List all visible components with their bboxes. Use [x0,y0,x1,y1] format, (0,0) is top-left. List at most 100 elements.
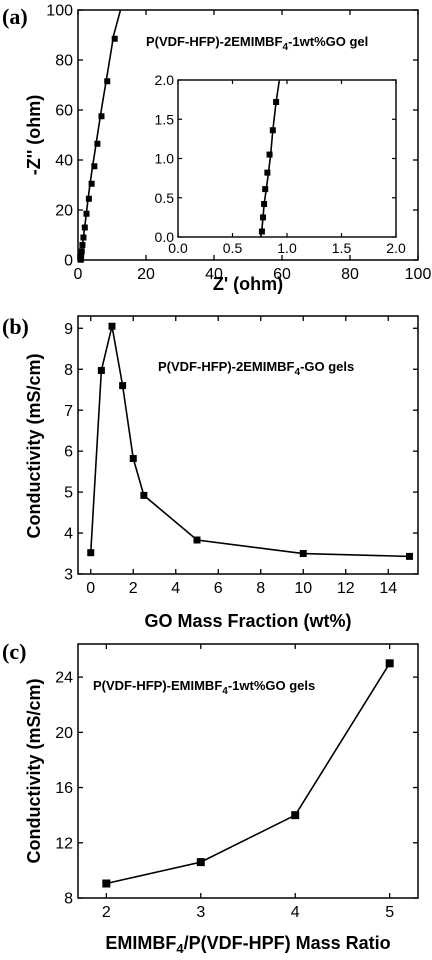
panel-a-letter: (a) [2,4,28,29]
panel-a-inset-data-point [264,169,271,176]
panel-b-y-tick-label: 7 [64,403,73,420]
panel-a-data-point [88,180,95,187]
panel-a-data-point [79,242,86,248]
panel-c-data-point [385,659,394,668]
panel-a-inset-y-tick-label: 0.0 [155,229,175,245]
panel-a-data-point [83,210,90,217]
panel-b-x-tick-label: 6 [214,580,223,597]
panel-a-annotation: P(VDF-HFP)-2EMIMBF4-1wt%GO gel [146,34,368,53]
panel-b-data-point [119,382,127,390]
panel-a-inset-x-tick-label: 0.0 [168,240,188,256]
panel-a-inset-y-tick-label: 0.5 [155,190,175,206]
panel-a-inset-frame [177,79,397,238]
panel-b-x-tick-label: 8 [256,580,265,597]
panel-b-y-tick-label: 6 [64,444,73,461]
panel-c-plot-frame [77,643,419,899]
panel-a-inset-data-point [269,127,276,134]
panel-c-y-axis-label: Conductivity (mS/cm) [24,678,44,863]
panel-c-data-point [291,811,300,820]
panel-a-y-tick-label: 60 [55,103,73,120]
panel-a-data-point [104,78,111,85]
panel-b-data-point [129,455,137,463]
panel-a-inset-data-point [266,151,273,158]
panel-b-y-tick-label: 3 [64,567,73,584]
panel-a-inset-series-line [260,79,281,238]
panel-a-x-axis-label: Z' (ohm) [213,274,283,294]
panel-c-data-point [196,858,205,867]
panel-a-x-tick-label: 0 [74,266,83,283]
panel-a-x-tick-label: 60 [273,266,291,283]
panel-a-inset-y-tick-label: 2.0 [155,72,175,88]
panel-c-y-tick-label: 8 [64,891,73,908]
panel-a-y-tick-label: 20 [55,203,73,220]
panel-a-inset-x-tick-label: 1.5 [332,240,352,256]
panel-a-data-point [98,113,105,120]
panel-b-data-point [97,366,105,374]
panel-c-x-tick-label: 2 [102,904,111,921]
panel-a-data-point [85,195,92,202]
panel-a-y-tick-label: 40 [55,153,73,170]
panel-a-plot-frame [77,9,419,261]
panel-c-x-tick-label: 5 [385,904,394,921]
panel-a-y-tick-label: 100 [46,3,73,20]
panel-a-x-tick-label: 80 [341,266,359,283]
panel-a-x-tick-label: 40 [205,266,223,283]
panel-b-data-point [140,491,148,499]
panel-a-y-tick-label: 80 [55,53,73,70]
panel-b-letter: (b) [2,314,29,339]
panel-b-x-tick-label: 14 [379,580,397,597]
panel-b-plot-frame [77,315,419,575]
panel-a-inset-data-point [258,228,265,235]
panel-b-y-tick-label: 8 [64,362,73,379]
panel-b-data-point [193,536,201,544]
panel-b-data-point [406,552,413,560]
panel-a-x-tick-label: 100 [405,266,432,283]
panel-b-annotation: P(VDF-HFP)-2EMIMBF4-GO gels [158,359,354,378]
panel-c-x-tick-label: 3 [196,904,205,921]
panel-b-x-tick-label: 0 [86,580,95,597]
panel-a-data-point [80,234,87,241]
panel-a-inset-x-tick-label: 0.5 [223,240,243,256]
panel-b-x-tick-label: 10 [294,580,312,597]
panel-b-y-axis-label: Conductivity (mS/cm) [24,353,44,538]
panel-a-data-point [111,35,118,42]
panel-b-data-point [108,322,116,330]
panel-a-y-axis-label: -Z'' (ohm) [24,95,44,176]
panel-b-data-point [299,550,307,558]
panel-b-y-tick-label: 5 [64,485,73,502]
panel-a-y-tick-label: 0 [64,253,73,270]
panel-b-y-tick-label: 9 [64,321,73,338]
panel-b-x-axis-label: GO Mass Fraction (wt%) [144,611,351,631]
panel-b-y-tick-label: 4 [64,526,73,543]
panel-c-annotation: P(VDF-HFP)-EMIMBF4-1wt%GO gels [93,678,315,697]
panel-a-inset-y-tick-label: 1.5 [155,111,175,127]
panel-c-y-tick-label: 16 [55,780,73,797]
panel-c-y-tick-label: 12 [55,835,73,852]
panel-c-x-tick-label: 4 [291,904,300,921]
panel-b-x-tick-label: 4 [171,580,180,597]
panel-b-data-point [87,549,95,557]
panel-a-x-tick-label: 20 [137,266,155,283]
panel-a-inset-data-point [262,186,269,193]
panel-a-data-point [78,248,85,255]
panel-c-y-tick-label: 24 [55,670,73,687]
panel-c-y-tick-label: 20 [55,725,73,742]
panel-c-letter: (c) [2,639,26,664]
panel-a-data-point [94,140,101,147]
panel-a-series-line [79,9,122,260]
panel-a-data-point [78,252,85,259]
panel-a-inset-x-tick-label: 1.0 [277,240,297,256]
panel-c-series-line [106,662,391,885]
panel-a-inset-data-point [273,98,280,105]
panel-a-inset-data-point [261,201,268,208]
panel-a-inset-x-tick-label: 2.0 [386,240,406,256]
panel-b-x-tick-label: 2 [129,580,138,597]
panel-a-data-point [81,224,88,231]
panel-c-data-point [102,879,111,888]
panel-a-inset-y-tick-label: 1.0 [155,151,175,167]
panel-a-data-point [91,163,98,170]
panel-a-inset-data-point [260,214,267,221]
panel-b-x-tick-label: 12 [337,580,355,597]
panel-c-x-axis-label: EMIMBF4/P(VDF-HPF) Mass Ratio [105,933,390,956]
